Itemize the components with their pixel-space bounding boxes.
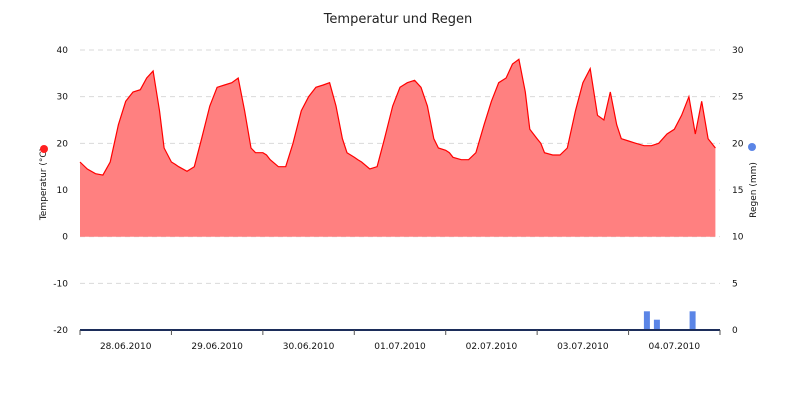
x-tick-label: 01.07.2010 bbox=[374, 342, 426, 352]
y-left-tick-label: -20 bbox=[53, 326, 68, 336]
y-left-tick-label: 20 bbox=[57, 139, 69, 149]
x-tick-label: 03.07.2010 bbox=[557, 342, 609, 352]
chart-title: Temperatur und Regen bbox=[323, 12, 473, 27]
x-tick-label: 30.06.2010 bbox=[283, 342, 335, 352]
y-right-tick-label: 10 bbox=[732, 233, 744, 243]
rain-bar bbox=[653, 319, 660, 330]
y-left-tick-label: 0 bbox=[62, 233, 68, 243]
temperature-line bbox=[79, 58, 716, 176]
x-tick-label: 04.07.2010 bbox=[649, 342, 701, 352]
y-right-tick-label: 5 bbox=[732, 279, 738, 289]
rain-bar bbox=[689, 311, 696, 330]
y-right-tick-label: 30 bbox=[732, 46, 744, 56]
y-left-tick-label: 40 bbox=[57, 46, 69, 56]
axis-layer: -20 -10 0 10 20 30 40 0 5 10 15 20 25 30 28.06.2010 29.… bbox=[53, 46, 743, 352]
bar-layer bbox=[643, 311, 696, 330]
temperature-area bbox=[80, 59, 716, 237]
y-left-tick-label: 30 bbox=[57, 93, 69, 103]
rain-bar bbox=[643, 311, 650, 330]
y-left-tick-label: 10 bbox=[57, 186, 69, 196]
temperature-legend-marker bbox=[40, 145, 48, 153]
y-left-tick-label: -10 bbox=[53, 279, 68, 289]
x-tick-label: 02.07.2010 bbox=[466, 342, 518, 352]
y-left-axis-title: Temperatur (°C) bbox=[39, 148, 49, 221]
x-tick-label: 28.06.2010 bbox=[100, 342, 152, 352]
y-right-axis-title: Regen (mm) bbox=[749, 162, 759, 218]
area-layer bbox=[79, 58, 716, 237]
x-tick-label: 29.06.2010 bbox=[191, 342, 243, 352]
y-right-tick-label: 20 bbox=[732, 139, 744, 149]
y-right-tick-label: 15 bbox=[732, 186, 743, 196]
y-right-tick-label: 25 bbox=[732, 93, 743, 103]
y-right-tick-label: 0 bbox=[732, 326, 738, 336]
rain-legend-marker bbox=[748, 143, 756, 151]
